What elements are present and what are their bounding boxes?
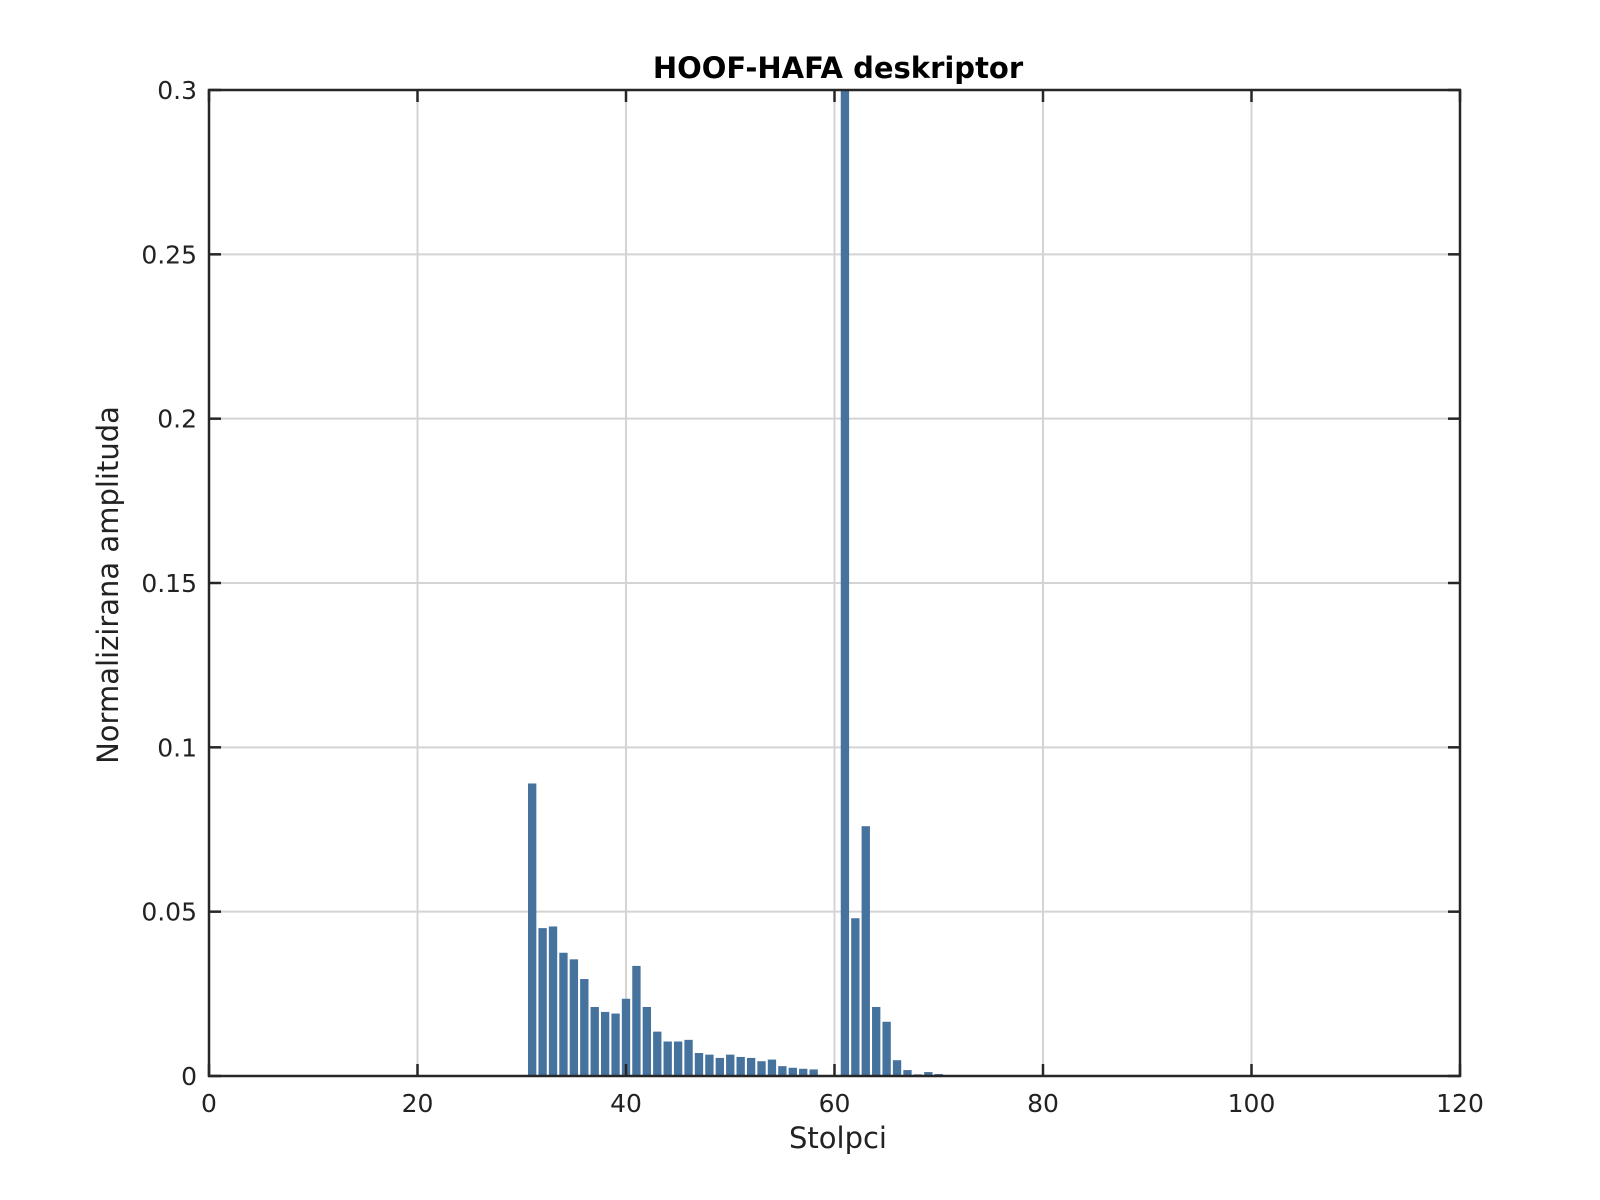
bar xyxy=(548,926,558,1076)
x-axis-label: Stolpci xyxy=(789,1121,887,1155)
y-axis-label: Normalizirana amplituda xyxy=(91,406,125,764)
bar xyxy=(538,928,547,1076)
bar xyxy=(861,826,870,1076)
bar xyxy=(872,1006,881,1076)
tick-marks xyxy=(207,88,1462,1078)
bar xyxy=(892,1060,902,1076)
bar xyxy=(580,979,589,1076)
bar xyxy=(903,1070,912,1076)
y-tick-label: 0.05 xyxy=(141,898,197,927)
y-tick-label: 0.3 xyxy=(157,76,197,105)
bar xyxy=(600,1011,610,1076)
x-tick-label: 80 xyxy=(1027,1089,1059,1118)
bar xyxy=(569,959,579,1076)
x-tick-label: 40 xyxy=(610,1089,642,1118)
x-tick-labels: 0 20 40 60 80 100 120 xyxy=(201,1089,1484,1118)
x-tick-label: 20 xyxy=(402,1089,434,1118)
x-tick-label: 120 xyxy=(1436,1089,1484,1118)
bar xyxy=(924,1072,933,1076)
bar xyxy=(726,1054,735,1076)
y-tick-label: 0.25 xyxy=(141,240,197,269)
bar xyxy=(559,952,568,1076)
y-tick-label: 0.15 xyxy=(141,569,197,598)
bar xyxy=(809,1069,818,1076)
x-tick-label: 100 xyxy=(1228,1089,1276,1118)
bar xyxy=(642,1006,652,1076)
bars xyxy=(528,89,943,1076)
y-tick-label: 0 xyxy=(181,1062,197,1091)
bar xyxy=(840,89,850,1076)
bar xyxy=(736,1056,745,1076)
y-tick-labels: 0 0.05 0.1 0.15 0.2 0.25 0.3 xyxy=(141,76,197,1091)
bar xyxy=(715,1057,724,1076)
bar xyxy=(705,1054,714,1076)
bar xyxy=(684,1039,693,1076)
bar xyxy=(694,1052,704,1076)
bar xyxy=(653,1031,662,1076)
grid-lines xyxy=(208,89,1461,1077)
bar xyxy=(757,1061,766,1076)
y-tick-label: 0.2 xyxy=(157,405,197,434)
bar xyxy=(611,1013,620,1076)
bar xyxy=(767,1059,777,1076)
bar xyxy=(673,1041,683,1076)
bar xyxy=(632,965,641,1076)
bar xyxy=(799,1068,808,1076)
bar xyxy=(528,783,537,1076)
bar xyxy=(746,1057,756,1076)
bar xyxy=(882,1021,891,1076)
chart-title: HOOF-HAFA deskriptor xyxy=(653,51,1024,85)
bar xyxy=(778,1066,787,1076)
bar xyxy=(590,1006,599,1076)
y-tick-label: 0.1 xyxy=(157,733,197,762)
x-tick-label: 60 xyxy=(819,1089,851,1118)
bar xyxy=(621,998,631,1076)
x-tick-label: 0 xyxy=(201,1089,217,1118)
bar xyxy=(788,1067,797,1076)
bar xyxy=(851,918,860,1076)
bar xyxy=(663,1041,672,1076)
